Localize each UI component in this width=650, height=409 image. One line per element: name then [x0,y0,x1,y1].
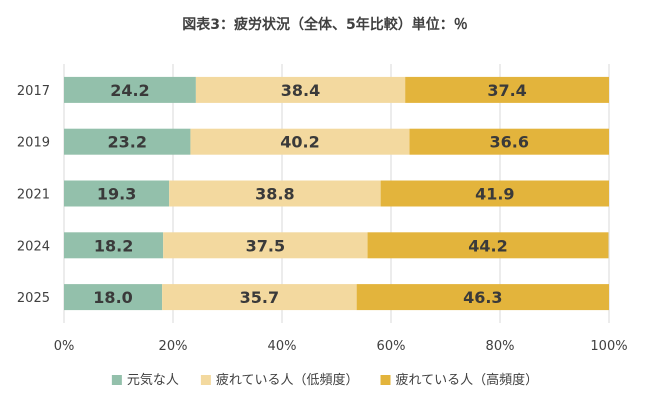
x-tick-labels: 0% 20% 40% 60% 80% 100% [54,339,628,354]
x-tick-label: 40% [268,339,297,354]
bars [64,76,609,311]
bar-segment [162,284,357,311]
category-label: 2019 [17,136,50,151]
bar-segment [64,128,191,155]
data-label: 18.0 [93,288,132,307]
category-labels: 2017 2019 2021 2024 2025 [17,84,50,306]
x-tick-label: 80% [486,339,515,354]
category-label: 2024 [17,239,50,254]
bar-segment [380,180,609,207]
legend-swatch [200,375,211,385]
data-label: 23.2 [107,133,146,152]
data-label: 35.7 [240,288,279,307]
category-label: 2021 [17,188,50,203]
legend-item: 元気な人 [111,372,179,388]
chart-title: 図表3：疲労状況（全体、5年比較）単位：％ [182,17,468,33]
data-label: 19.3 [97,185,136,204]
bar-segment [64,284,163,311]
bar-segment [163,232,368,259]
category-label: 2025 [17,291,50,306]
data-label: 38.8 [255,185,294,204]
bar-segment [409,128,609,155]
legend-item: 疲れている人（低頻度） [200,372,359,388]
data-label: 37.5 [246,236,285,255]
bar-segment [367,232,609,259]
legend-swatch [380,375,391,385]
data-label: 41.9 [475,185,514,204]
bar-segment [190,128,410,155]
legend-swatch [111,375,122,385]
data-label: 37.4 [487,81,526,100]
data-label: 40.2 [280,133,319,152]
bar-segment [356,284,609,311]
x-tick-label: 100% [590,339,627,354]
x-tick-label: 0% [54,339,75,354]
bar-segment [405,76,609,103]
bar-segment [64,76,196,103]
bar-segment [64,180,170,207]
data-labels: 24.2 38.4 37.4 23.2 40.2 36.6 19.3 38.8 41.9 18.2… [93,81,529,307]
x-tick-label: 60% [377,339,406,354]
bar-segment [64,232,164,259]
legend-item: 疲れている人（高頻度） [380,372,539,388]
data-label: 36.6 [490,133,529,152]
data-label: 38.4 [281,81,320,100]
legend-label: 疲れている人（低頻度） [216,372,359,388]
data-label: 18.2 [94,236,133,255]
legend: 元気な人 疲れている人（低頻度） 疲れている人（高頻度） [111,372,539,388]
data-label: 44.2 [468,236,507,255]
x-tick-label: 20% [159,339,188,354]
legend-label: 疲れている人（高頻度） [396,372,539,388]
data-label: 46.3 [463,288,502,307]
bar-segment [195,76,406,103]
data-label: 24.2 [110,81,149,100]
legend-label: 元気な人 [127,372,179,388]
bar-segment [169,180,381,207]
category-label: 2017 [17,84,50,99]
